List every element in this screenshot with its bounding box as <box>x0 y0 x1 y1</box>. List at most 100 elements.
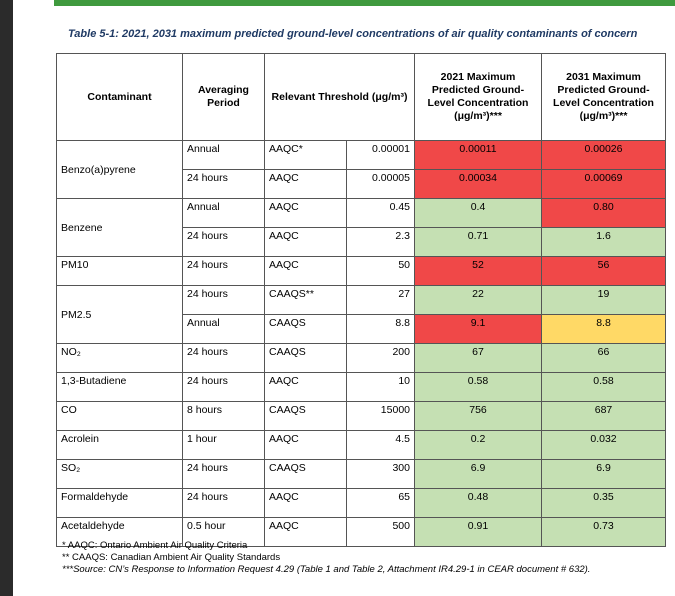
contaminant-cell: PM2.5 <box>56 285 183 344</box>
table-row: 1,3-Butadiene 24 hours AAQC 10 0.58 0.58 <box>56 372 666 402</box>
threshold-cell: 500 <box>346 517 415 547</box>
contaminant-cell: Formaldehyde <box>56 488 183 518</box>
concentration-2021-cell: 0.4 <box>414 198 542 228</box>
threshold-cell: 8.8 <box>346 314 415 344</box>
threshold-cell: 50 <box>346 256 415 286</box>
concentration-2031-cell: 0.35 <box>541 488 666 518</box>
table-footnotes: * AAQC: Ontario Ambient Air Quality Crit… <box>62 540 590 576</box>
table-row: PM2.5 24 hours CAAQS** 27 22 19 <box>56 285 666 344</box>
period-cell: 8 hours <box>182 401 265 431</box>
concentration-2021-cell: 0.00034 <box>414 169 542 199</box>
threshold-cell: 65 <box>346 488 415 518</box>
standard-cell: CAAQS <box>264 343 347 373</box>
period-cell: 24 hours <box>182 343 265 373</box>
standard-cell: AAQC <box>264 256 347 286</box>
period-cell: 24 hours <box>182 372 265 402</box>
contaminant-cell: SO₂ <box>56 459 183 489</box>
table-row: Benzo(a)pyrene Annual AAQC* 0.00001 0.00… <box>56 140 666 199</box>
concentration-2021-cell: 0.71 <box>414 227 542 257</box>
period-cell: 24 hours <box>182 285 265 315</box>
standard-cell: AAQC* <box>264 140 347 170</box>
threshold-cell: 4.5 <box>346 430 415 460</box>
table-row: CO 8 hours CAAQS 15000 756 687 <box>56 401 666 431</box>
table-row: PM10 24 hours AAQC 50 52 56 <box>56 256 666 286</box>
period-cell: 24 hours <box>182 227 265 257</box>
table-row: Annual CAAQS 8.8 9.1 8.8 <box>57 314 666 344</box>
table-row: SO₂ 24 hours CAAQS 300 6.9 6.9 <box>56 459 666 489</box>
window-edge <box>0 0 13 596</box>
standard-cell: AAQC <box>264 169 347 199</box>
table-row: 24 hours AAQC 2.3 0.71 1.6 <box>57 227 666 257</box>
concentration-2031-cell: 1.6 <box>541 227 666 257</box>
contaminant-cell: NO₂ <box>56 343 183 373</box>
standard-cell: AAQC <box>264 517 347 547</box>
concentration-2021-cell: 0.58 <box>414 372 542 402</box>
standard-cell: CAAQS** <box>264 285 347 315</box>
standard-cell: CAAQS <box>264 314 347 344</box>
standard-cell: AAQC <box>264 198 347 228</box>
period-cell: 0.5 hour <box>182 517 265 547</box>
header-2031-concentration: 2031 Maximum Predicted Ground-Level Conc… <box>541 53 666 141</box>
concentration-2021-cell: 0.48 <box>414 488 542 518</box>
footnote-source: ***Source: CN’s Response to Information … <box>62 564 591 575</box>
threshold-cell: 0.00001 <box>346 140 415 170</box>
concentration-2021-cell: 0.00011 <box>414 140 542 170</box>
footnote-caaqs: ** CAAQS: Canadian Ambient Air Quality S… <box>62 552 281 563</box>
table-caption: Table 5-1: 2021, 2031 maximum predicted … <box>68 28 638 40</box>
concentration-2031-cell: 19 <box>541 285 666 315</box>
concentration-2031-cell: 687 <box>541 401 666 431</box>
header-contaminant: Contaminant <box>56 53 183 141</box>
table-row: Acrolein 1 hour AAQC 4.5 0.2 0.032 <box>56 430 666 460</box>
period-cell: 24 hours <box>182 488 265 518</box>
standard-cell: AAQC <box>264 227 347 257</box>
threshold-cell: 27 <box>346 285 415 315</box>
contaminant-cell: PM10 <box>56 256 183 286</box>
threshold-cell: 10 <box>346 372 415 402</box>
period-cell: Annual <box>182 140 265 170</box>
threshold-cell: 300 <box>346 459 415 489</box>
concentration-2021-cell: 22 <box>414 285 542 315</box>
period-cell: 24 hours <box>182 459 265 489</box>
concentration-2021-cell: 756 <box>414 401 542 431</box>
concentration-2031-cell: 0.032 <box>541 430 666 460</box>
contaminant-cell: Acetaldehyde <box>56 517 183 547</box>
threshold-cell: 0.00005 <box>346 169 415 199</box>
concentration-2021-cell: 6.9 <box>414 459 542 489</box>
standard-cell: AAQC <box>264 430 347 460</box>
period-cell: 1 hour <box>182 430 265 460</box>
threshold-cell: 2.3 <box>346 227 415 257</box>
table-header-row: Contaminant Averaging Period Relevant Th… <box>56 53 666 141</box>
table-row: Formaldehyde 24 hours AAQC 65 0.48 0.35 <box>56 488 666 518</box>
concentration-2021-cell: 52 <box>414 256 542 286</box>
concentrations-table: Contaminant Averaging Period Relevant Th… <box>56 53 666 547</box>
period-cell: 24 hours <box>182 256 265 286</box>
header-relevant-threshold: Relevant Threshold (μg/m³) <box>264 53 415 141</box>
table-row: NO₂ 24 hours CAAQS 200 67 66 <box>56 343 666 373</box>
contaminant-cell: Benzene <box>56 198 183 257</box>
contaminant-cell: 1,3-Butadiene <box>56 372 183 402</box>
concentration-2031-cell: 0.00026 <box>541 140 666 170</box>
standard-cell: CAAQS <box>264 401 347 431</box>
header-2021-concentration: 2021 Maximum Predicted Ground-Level Conc… <box>414 53 542 141</box>
concentration-2031-cell: 0.80 <box>541 198 666 228</box>
section-header-bar <box>54 0 675 6</box>
standard-cell: AAQC <box>264 488 347 518</box>
concentration-2031-cell: 0.00069 <box>541 169 666 199</box>
footnote-aaqc: * AAQC: Ontario Ambient Air Quality Crit… <box>62 540 248 551</box>
standard-cell: CAAQS <box>264 459 347 489</box>
concentration-2031-cell: 0.58 <box>541 372 666 402</box>
concentration-2031-cell: 6.9 <box>541 459 666 489</box>
table-row: Benzene Annual AAQC 0.45 0.4 0.80 <box>56 198 666 257</box>
table-row: 24 hours AAQC 0.00005 0.00034 0.00069 <box>57 169 666 199</box>
header-averaging-period: Averaging Period <box>182 53 265 141</box>
concentration-2031-cell: 56 <box>541 256 666 286</box>
concentration-2021-cell: 67 <box>414 343 542 373</box>
threshold-cell: 200 <box>346 343 415 373</box>
threshold-cell: 0.45 <box>346 198 415 228</box>
contaminant-cell: CO <box>56 401 183 431</box>
concentration-2031-cell: 0.73 <box>541 517 666 547</box>
contaminant-cell: Benzo(a)pyrene <box>56 140 183 199</box>
concentration-2021-cell: 9.1 <box>414 314 542 344</box>
period-cell: Annual <box>182 314 265 344</box>
table-row: Acetaldehyde 0.5 hour AAQC 500 0.91 0.73 <box>56 517 666 547</box>
